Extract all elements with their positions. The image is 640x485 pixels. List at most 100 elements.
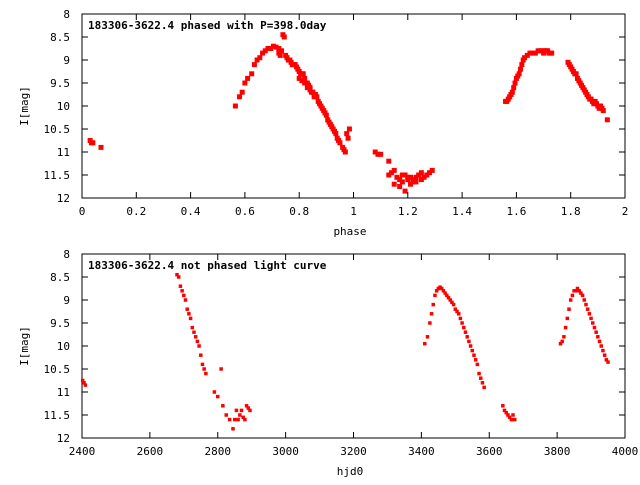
data-point <box>429 312 434 316</box>
y-tick-label: 10 <box>57 100 70 113</box>
y-tick-label: 10.5 <box>44 123 71 136</box>
data-point <box>473 358 478 362</box>
data-point <box>460 321 464 325</box>
data-point <box>446 295 451 300</box>
data-point <box>512 80 518 86</box>
data-point <box>244 404 249 408</box>
data-point <box>265 46 271 51</box>
data-point <box>512 417 517 422</box>
data-point <box>386 172 392 178</box>
data-point <box>337 140 343 146</box>
data-point <box>236 94 242 100</box>
y-tick-label: 11 <box>57 146 70 159</box>
data-point <box>236 417 240 422</box>
y-axis-label: I[mag] <box>18 86 31 126</box>
data-point <box>187 312 191 316</box>
data-point <box>522 55 528 61</box>
y-tick-label: 12 <box>57 192 70 205</box>
data-point <box>480 381 485 385</box>
y-tick-label: 9 <box>63 294 70 307</box>
data-point <box>568 298 573 302</box>
data-point <box>239 408 244 413</box>
data-point <box>558 341 563 346</box>
data-point <box>221 404 225 408</box>
data-point <box>302 75 308 81</box>
plot-title: 183306-3622.4 not phased light curve <box>88 259 327 272</box>
data-point <box>405 174 411 180</box>
data-point <box>509 417 514 422</box>
data-point <box>428 321 432 325</box>
data-point <box>567 307 571 311</box>
data-point <box>501 404 505 408</box>
data-point <box>509 89 515 95</box>
data-point <box>90 140 96 146</box>
data-point <box>410 179 416 185</box>
data-point <box>517 66 523 72</box>
data-point <box>468 344 473 348</box>
data-point <box>475 362 480 367</box>
data-point <box>299 78 305 84</box>
data-point <box>178 284 183 288</box>
data-points-phased <box>87 32 610 194</box>
data-point <box>402 172 408 178</box>
data-point <box>562 335 566 339</box>
data-point <box>451 302 456 307</box>
y-tick-label: 10.5 <box>44 363 71 376</box>
data-point <box>579 291 583 295</box>
x-axis-label: hjd0 <box>337 465 364 478</box>
data-point <box>212 390 217 394</box>
data-point <box>429 167 435 173</box>
data-point <box>386 158 392 164</box>
y-axis-label: I[mag] <box>18 326 31 366</box>
data-point <box>433 293 437 298</box>
data-point <box>399 172 405 178</box>
x-tick-label: 1.6 <box>506 205 526 218</box>
data-point <box>597 339 602 344</box>
data-point <box>592 325 597 330</box>
data-point <box>346 126 352 132</box>
data-point <box>202 367 206 371</box>
data-point <box>516 71 522 77</box>
data-point <box>249 71 255 77</box>
data-point <box>574 289 578 293</box>
data-point <box>441 289 446 293</box>
data-point <box>300 71 306 77</box>
data-point <box>262 48 268 54</box>
data-point <box>530 50 536 56</box>
data-point <box>504 410 508 415</box>
data-point <box>239 89 245 95</box>
data-point <box>577 289 581 293</box>
plot-frame <box>81 253 626 439</box>
data-point <box>402 188 408 194</box>
y-tick-label: 9.5 <box>50 77 70 90</box>
data-point <box>246 406 251 410</box>
data-point <box>80 378 85 383</box>
data-point <box>413 179 419 185</box>
data-point <box>427 170 433 176</box>
data-point <box>582 298 587 302</box>
x-tick-label: 3600 <box>476 445 503 458</box>
y-tick-label: 10 <box>57 340 70 353</box>
data-point <box>242 80 248 86</box>
data-point <box>450 300 454 305</box>
plot-frame <box>81 13 626 199</box>
data-point <box>455 309 459 314</box>
x-tick-label: 3200 <box>340 445 367 458</box>
data-point <box>345 135 351 141</box>
data-point <box>482 385 486 390</box>
x-tick-label: 2400 <box>69 445 96 458</box>
data-point <box>431 302 435 307</box>
y-axis-ticks: 8 8.5 9 9.5 10 10.5 11 11.5 12 <box>44 248 625 445</box>
data-point <box>424 172 430 178</box>
data-point <box>314 94 320 100</box>
y-tick-label: 8 <box>63 248 70 261</box>
x-tick-label: 3000 <box>272 445 299 458</box>
data-point <box>570 293 575 298</box>
unphased-light-curve-panel: 2400 2600 2800 3000 3200 3400 3600 3800 4000 8 8.… <box>18 248 638 478</box>
data-point <box>472 353 476 357</box>
data-point <box>589 316 593 321</box>
data-point <box>243 417 247 422</box>
data-point <box>580 293 585 298</box>
y-tick-label: 11.5 <box>44 409 71 422</box>
